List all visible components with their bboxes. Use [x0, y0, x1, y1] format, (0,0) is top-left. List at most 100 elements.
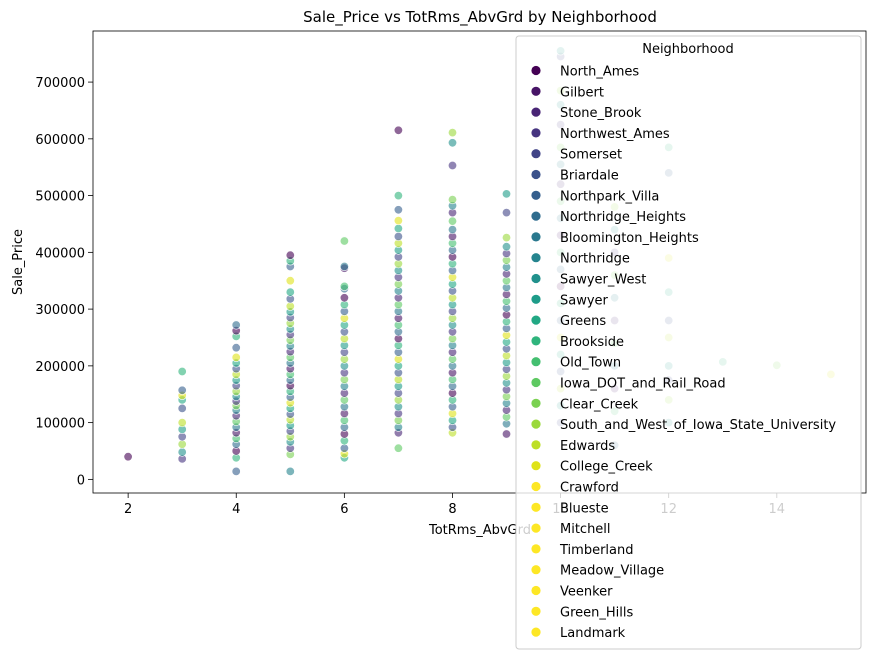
- legend-entry-label: Veenker: [560, 585, 613, 600]
- legend-entry-label: Greens: [560, 314, 606, 329]
- data-point: [447, 195, 457, 205]
- legend-entry-label: Sawyer_West: [560, 273, 646, 288]
- data-point: [177, 385, 187, 395]
- legend-entry-label: Northridge: [560, 252, 630, 267]
- data-point: [501, 429, 511, 439]
- legend-entry-label: Clear_Creek: [560, 397, 639, 412]
- legend-marker: [531, 440, 541, 450]
- data-point: [285, 250, 295, 260]
- legend-entry-label: Timberland: [559, 543, 633, 558]
- legend-entry-label: Northridge_Heights: [560, 210, 686, 225]
- data-point: [501, 208, 511, 218]
- legend-entry-label: Briardale: [560, 169, 619, 184]
- data-point: [339, 293, 349, 303]
- data-point: [285, 287, 295, 297]
- legend-entry-label: South_and_West_of_Iowa_State_University: [560, 418, 836, 433]
- data-point: [393, 216, 403, 226]
- legend-marker: [531, 169, 541, 180]
- legend-marker: [531, 149, 541, 159]
- legend-marker: [531, 419, 541, 429]
- data-point: [393, 191, 403, 201]
- legend-marker: [531, 481, 541, 492]
- legend: Neighborhood North_Ames Gilbert Stone_Broo…: [515, 35, 862, 650]
- legend-marker: [531, 544, 541, 554]
- y-tick-label: 100000: [35, 417, 85, 432]
- data-point: [177, 366, 187, 376]
- legend-marker: [531, 565, 541, 575]
- y-axis-ticks: 0 100000 200000 300000 400000 500000 600000 700…: [35, 76, 93, 488]
- legend-entry-label: College_Creek: [560, 460, 653, 475]
- data-point: [339, 236, 349, 246]
- data-point: [393, 205, 403, 215]
- y-tick-label: 0: [77, 473, 85, 488]
- legend-marker: [531, 357, 541, 367]
- legend-entry-label: Sawyer: [560, 293, 609, 308]
- y-tick-label: 700000: [35, 76, 85, 91]
- legend-marker: [531, 190, 541, 200]
- data-point: [501, 233, 511, 243]
- data-point: [285, 276, 295, 286]
- legend-entry-label: Crawford: [560, 481, 619, 496]
- data-point: [177, 403, 187, 413]
- legend-entry-label: Gilbert: [560, 85, 604, 100]
- legend-marker: [531, 502, 541, 512]
- data-point: [231, 343, 241, 353]
- x-tick-label: 6: [340, 502, 348, 517]
- chart-title: Sale_Price vs TotRms_AbvGrd by Neighborh…: [303, 8, 657, 27]
- y-tick-label: 400000: [35, 246, 85, 261]
- legend-marker: [531, 627, 541, 637]
- legend-entry-label: North_Ames: [560, 65, 639, 80]
- plot-frame: [92, 30, 867, 494]
- legend-marker: [531, 232, 541, 242]
- legend-entry-label: Green_Hills: [560, 605, 633, 620]
- data-point: [231, 320, 241, 330]
- x-tick-label: 8: [448, 502, 456, 517]
- legend-entry-label: Somerset: [560, 148, 622, 163]
- legend-entry-label: Northpark_Villa: [560, 189, 659, 204]
- data-point: [447, 225, 457, 235]
- y-tick-label: 200000: [35, 360, 85, 375]
- y-tick-label: 500000: [35, 190, 85, 205]
- legend-title: Neighborhood: [642, 42, 734, 57]
- legend-marker: [531, 86, 541, 96]
- data-point: [501, 242, 511, 252]
- legend-entry-label: Edwards: [560, 439, 615, 454]
- legend-marker: [531, 211, 541, 221]
- legend-entry-label: Mitchell: [560, 522, 611, 537]
- data-point: [177, 418, 187, 428]
- data-point: [177, 447, 187, 457]
- y-axis-label: Sale_Price: [11, 229, 26, 295]
- legend-entry-label: Iowa_DOT_and_Rail_Road: [560, 377, 726, 392]
- legend-entry-label: Stone_Brook: [560, 106, 642, 121]
- data-point: [447, 128, 457, 138]
- legend-entry-label: Bloomington_Heights: [560, 231, 699, 246]
- legend-entry-label: Blueste: [560, 501, 609, 516]
- legend-entry-label: Brookside: [560, 335, 624, 350]
- data-point: [231, 466, 241, 476]
- data-point: [285, 466, 295, 476]
- legend-entry-label: Northwest_Ames: [560, 127, 670, 142]
- legend-entry-label: Landmark: [560, 626, 626, 641]
- data-point: [339, 281, 349, 291]
- data-point: [339, 261, 349, 271]
- x-tick-label: 4: [232, 502, 240, 517]
- legend-marker: [531, 107, 541, 117]
- legend-entry-label: Old_Town: [560, 356, 621, 371]
- x-tick-label: 2: [124, 502, 132, 517]
- legend-marker: [531, 377, 541, 388]
- data-point: [393, 443, 403, 453]
- legend-frame: [515, 35, 862, 650]
- legend-marker: [531, 461, 541, 471]
- legend-marker: [531, 398, 541, 408]
- legend-items: North_Ames Gilbert Stone_Brook Northwest_Am…: [531, 65, 836, 641]
- y-tick-label: 600000: [35, 133, 85, 148]
- data-point: [393, 125, 403, 135]
- data-point: [393, 224, 403, 234]
- legend-marker: [531, 273, 541, 284]
- legend-marker: [531, 128, 541, 138]
- data-point: [393, 232, 403, 242]
- data-point: [447, 216, 457, 226]
- y-tick-label: 300000: [35, 303, 85, 318]
- legend-marker: [531, 606, 541, 616]
